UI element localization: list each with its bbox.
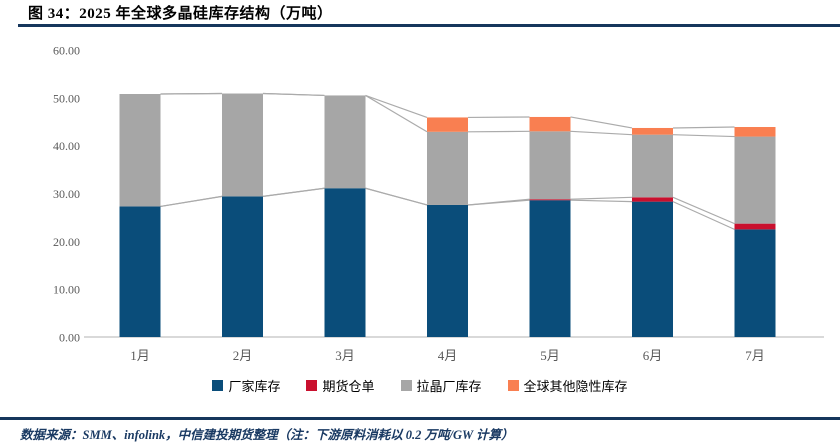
bar-segment-4-month-5	[529, 116, 571, 132]
bar-segment-1-month-5	[529, 200, 571, 337]
series-connector-line	[672, 196, 735, 225]
series-connector-line	[160, 195, 223, 208]
figure-title: 图 34：2025 年全球多晶硅库存结构（万吨）	[28, 6, 333, 22]
series-connector-line	[672, 134, 735, 138]
bar-segment-1-month-3	[324, 188, 366, 337]
legend-swatch-icon	[306, 380, 318, 391]
bar-segment-3-month-7	[734, 136, 776, 224]
series-connector-line	[672, 201, 735, 230]
bar-segment-1-month-6	[632, 201, 673, 337]
series-connector-line	[365, 94, 428, 133]
legend-swatch-icon	[400, 380, 412, 391]
bar-segment-2-month-6	[632, 197, 673, 202]
legend-label: 全球其他隐性库存	[523, 379, 628, 394]
series-connector-line	[365, 187, 428, 206]
bar-segment-3-month-3	[324, 95, 366, 189]
series-connector-line	[570, 196, 633, 200]
bar-segment-3-month-1	[119, 94, 161, 207]
y-axis-tick-label: 0.00	[59, 331, 80, 345]
series-connector-line	[570, 116, 633, 129]
x-axis-tick-label: 4月	[438, 348, 458, 363]
y-axis-tick-label: 50.00	[53, 91, 80, 105]
series-connector-line	[262, 92, 325, 97]
x-axis-tick-label: 6月	[643, 348, 663, 363]
y-axis-tick-label: 20.00	[53, 235, 80, 249]
bar-segment-3-month-6	[632, 134, 673, 198]
legend-item-3: 拉晶厂库存	[400, 376, 482, 395]
legend-swatch-icon	[507, 380, 519, 391]
legend-label: 期货仓单	[322, 379, 375, 394]
legend-item-4: 全球其他隐性库存	[507, 376, 628, 395]
chart-legend: 厂家库存 期货仓单 拉晶厂库存 全球其他隐性库存	[0, 376, 840, 395]
legend-item-2: 期货仓单	[306, 376, 375, 395]
y-axis-tick-label: 40.00	[53, 139, 80, 153]
source-note: 数据来源：SMM、infolink，中信建投期货整理（注：下游原料消耗以 0.2…	[20, 428, 514, 442]
bar-segment-1-month-7	[734, 229, 776, 337]
y-axis-tick-label: 10.00	[53, 283, 80, 297]
series-connector-line	[467, 198, 530, 206]
x-axis-tick-label: 1月	[130, 348, 150, 363]
title-rule	[18, 24, 840, 27]
series-connector-line	[262, 187, 325, 197]
bar-segment-4-month-7	[734, 127, 776, 137]
legend-label: 拉晶厂库存	[416, 379, 482, 394]
x-axis-tick-label: 5月	[540, 348, 560, 363]
bar-segment-1-month-4	[427, 204, 468, 337]
bar-segment-4-month-4	[427, 117, 468, 132]
series-connector-line	[570, 130, 633, 136]
legend-item-1: 厂家库存	[212, 376, 280, 395]
series-connector-line	[672, 126, 735, 129]
bar-segment-2-month-5	[529, 199, 571, 201]
series-connector-line	[365, 94, 428, 119]
bar-segment-3-month-5	[529, 131, 571, 200]
bar-segment-1-month-2	[222, 196, 263, 337]
stacked-bar-chart: 0.00 10.00 20.00 30.00 40.00 50.00 60.00 1月 2月 3月…	[53, 44, 824, 363]
bar-segment-3-month-2	[222, 93, 263, 197]
x-axis-tick-label: 2月	[233, 348, 253, 363]
x-axis-tick-label: 7月	[745, 348, 765, 363]
series-connector-line	[570, 199, 633, 203]
x-axis-tick-label: 3月	[335, 348, 355, 363]
y-axis-tick-label: 30.00	[53, 187, 80, 201]
bar-segment-3-month-4	[427, 131, 468, 205]
bar-segment-1-month-1	[119, 206, 161, 337]
legend-label: 厂家库存	[228, 379, 281, 394]
bar-segment-4-month-6	[632, 127, 673, 135]
footer-rule	[0, 417, 840, 420]
y-axis-tick-label: 60.00	[53, 44, 80, 58]
legend-swatch-icon	[212, 380, 224, 391]
bar-segment-2-month-7	[734, 223, 776, 230]
